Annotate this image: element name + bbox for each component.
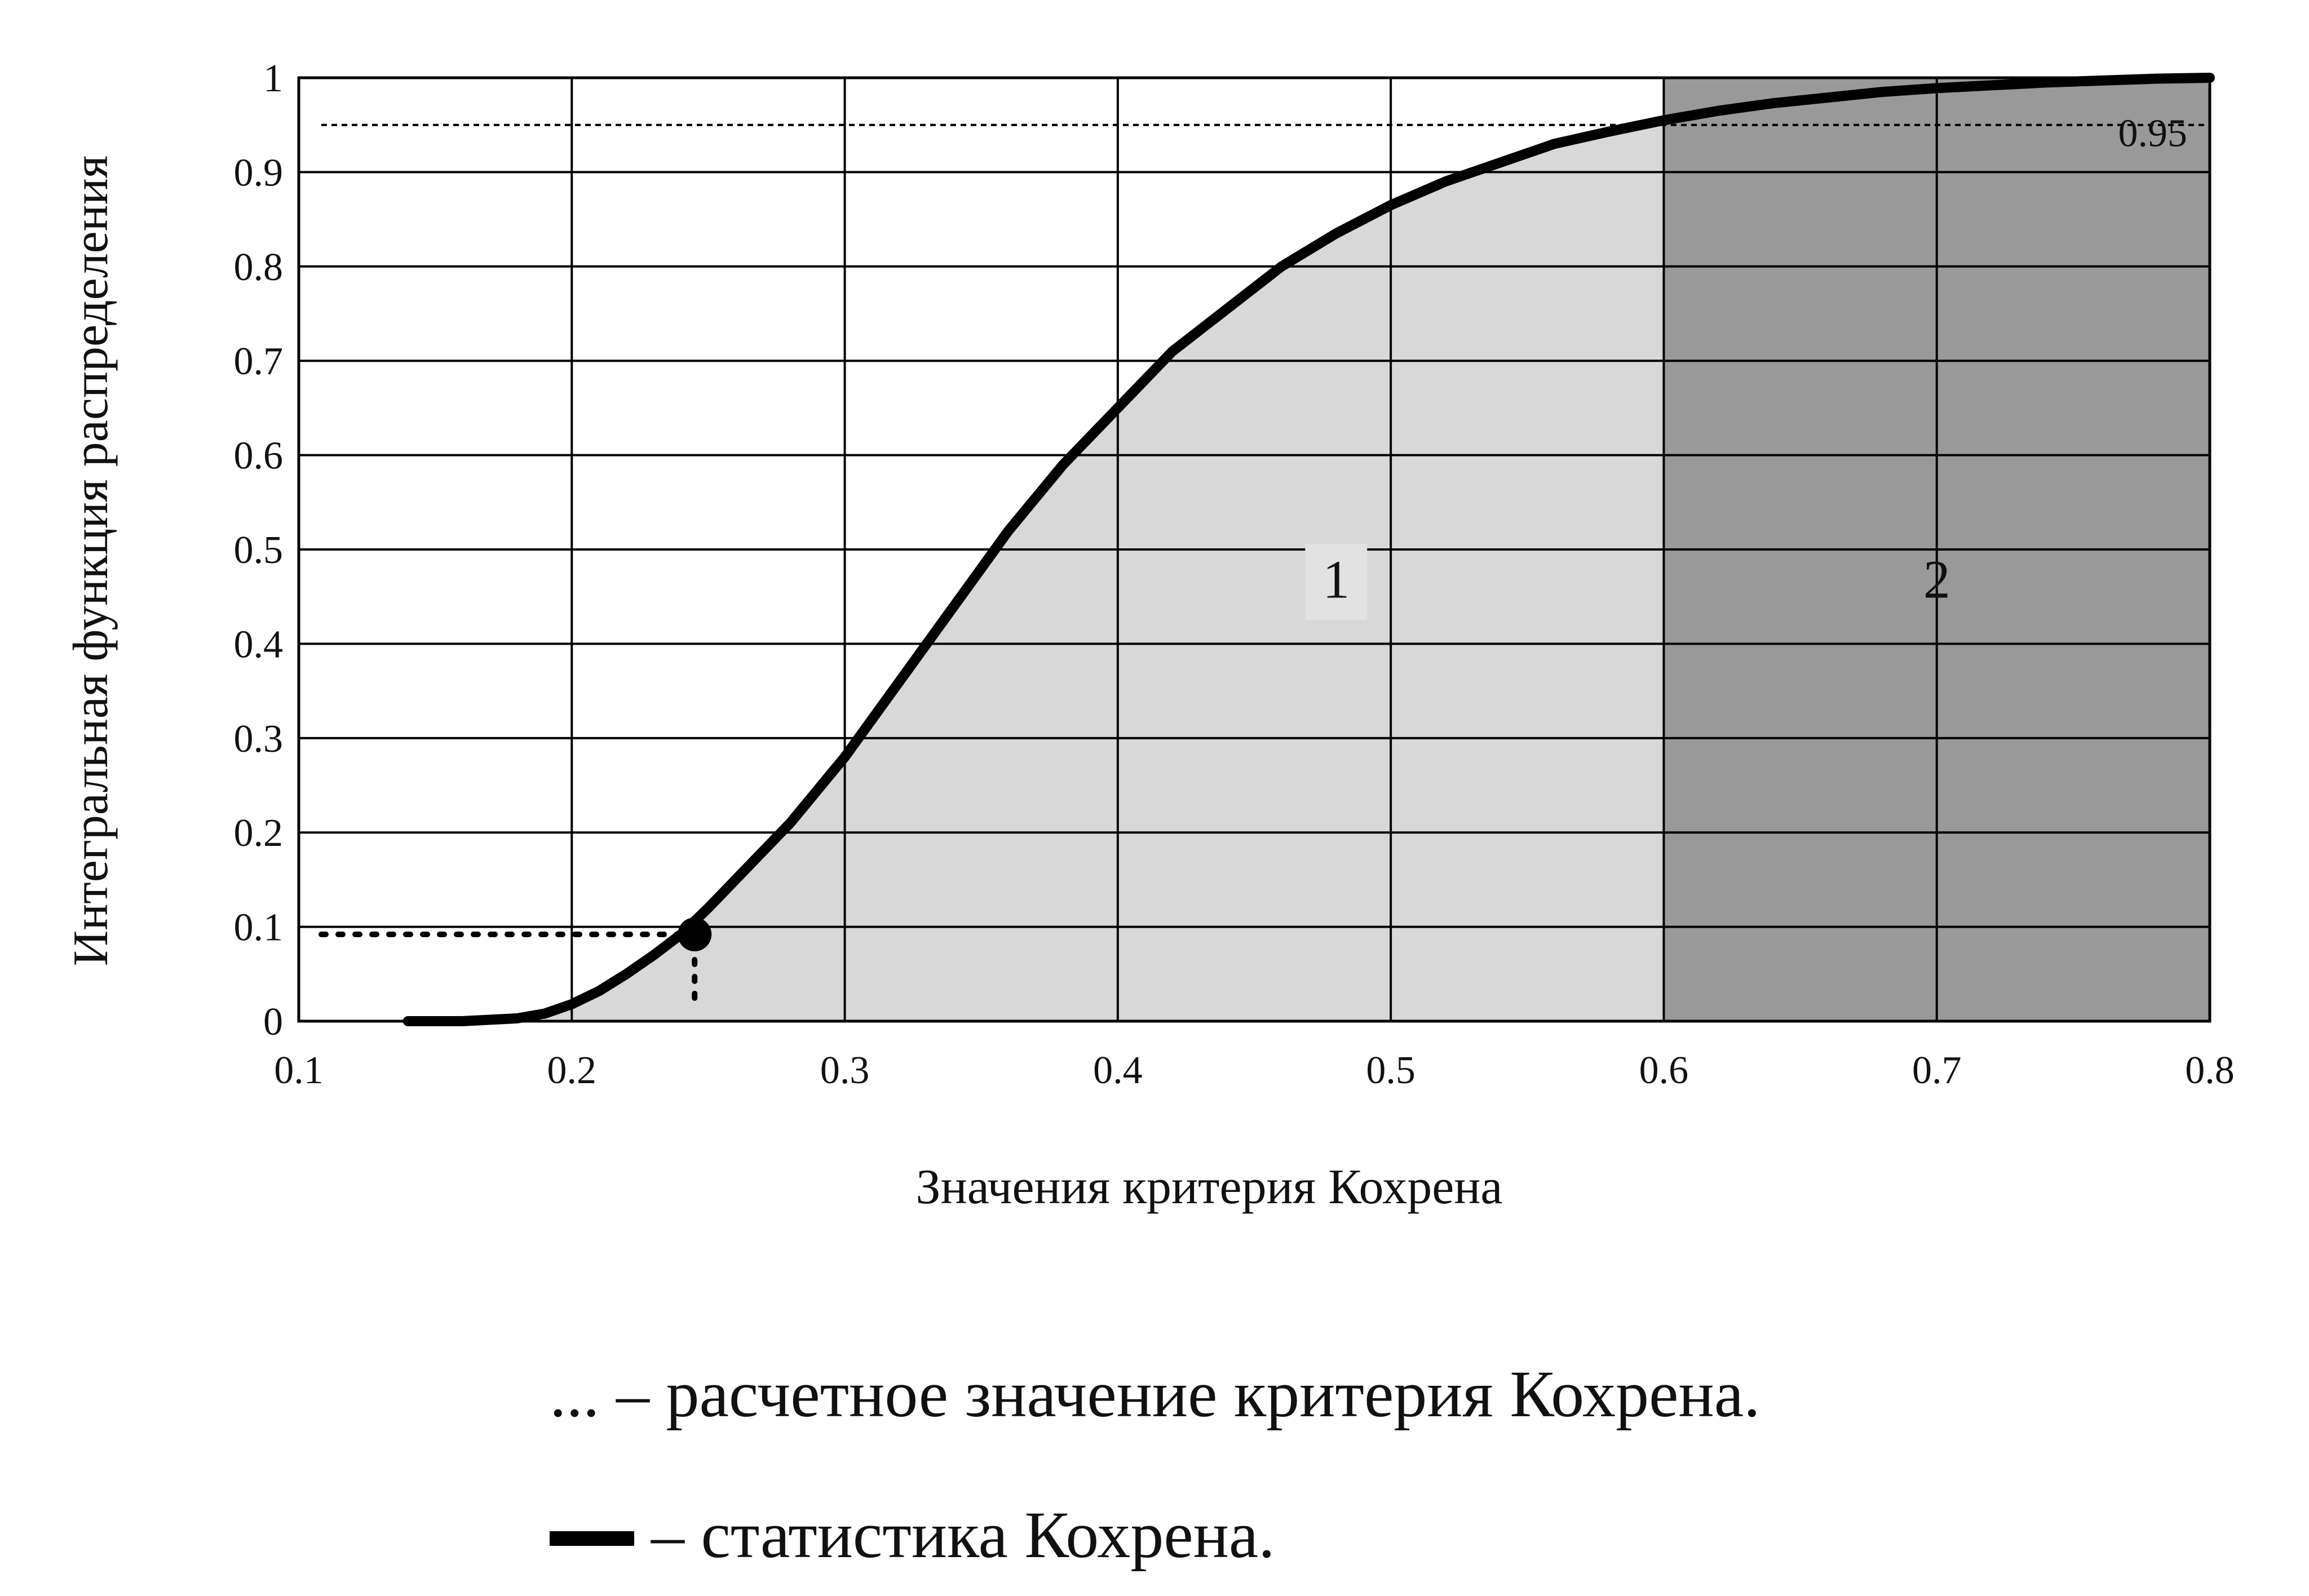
plot-frame — [297, 76, 2211, 1023]
y-tick-label: 0.7 — [234, 340, 284, 383]
x-tick-label: 0.3 — [820, 1049, 870, 1092]
y-tick-label: 0 — [263, 1000, 283, 1044]
y-tick-label: 0.3 — [234, 717, 284, 761]
computed-value-point — [678, 917, 712, 951]
region-1-area — [544, 120, 1664, 1022]
y-tick-label: 0.2 — [234, 812, 284, 855]
y-tick-label: 0.6 — [234, 435, 284, 478]
legend-solid-entry: – статистика Кохрена. — [550, 1502, 1275, 1568]
ticks-layer: 0.1 0.2 0.3 0.4 0.5 0.6 0.7 0.8 0 0.1 0.2 0.3 0.4 0.5… — [234, 57, 2235, 1092]
y-tick-label: 0.1 — [234, 906, 284, 950]
grid-layer — [297, 76, 2211, 1023]
x-tick-label: 0.8 — [2185, 1049, 2235, 1092]
legend-dotted-text: – расчетное значение критерия Кохрена. — [616, 1357, 1760, 1431]
x-tick-label: 0.5 — [1366, 1049, 1416, 1092]
threshold-layer: 0.95 — [321, 112, 2204, 156]
threshold-label: 0.95 — [2118, 112, 2188, 156]
y-tick-label: 0.9 — [234, 151, 284, 194]
y-tick-label: 0.8 — [234, 246, 284, 289]
cochran-statistic-curve — [402, 73, 2215, 1026]
curve-layer — [402, 73, 2215, 1026]
region-2-label: 2 — [1923, 549, 1950, 609]
y-tick-label: 0.4 — [234, 623, 284, 666]
marker-layer — [319, 917, 712, 1013]
x-tick-label: 0.6 — [1639, 1049, 1689, 1092]
x-tick-label: 0.4 — [1093, 1049, 1143, 1092]
x-tick-label: 0.2 — [547, 1049, 597, 1092]
y-tick-label: 1 — [263, 57, 283, 100]
x-tick-label: 0.1 — [274, 1049, 324, 1092]
dotted-line-symbol: ... — [550, 1357, 600, 1431]
region-1-label-background — [1305, 544, 1368, 620]
x-axis-title: Значения критерия Кохрена — [916, 1160, 1503, 1214]
y-tick-label: 0.5 — [234, 529, 284, 572]
x-tick-label: 0.7 — [1912, 1049, 1962, 1092]
solid-line-symbol — [550, 1531, 634, 1546]
legend-dotted-entry: ... – расчетное значение критерия Кохрен… — [550, 1361, 1760, 1427]
region-1-label: 1 — [1322, 549, 1350, 609]
y-axis-title: Интегральная функция распределения — [64, 156, 118, 967]
legend-solid-text: – статистика Кохрена. — [651, 1498, 1275, 1572]
